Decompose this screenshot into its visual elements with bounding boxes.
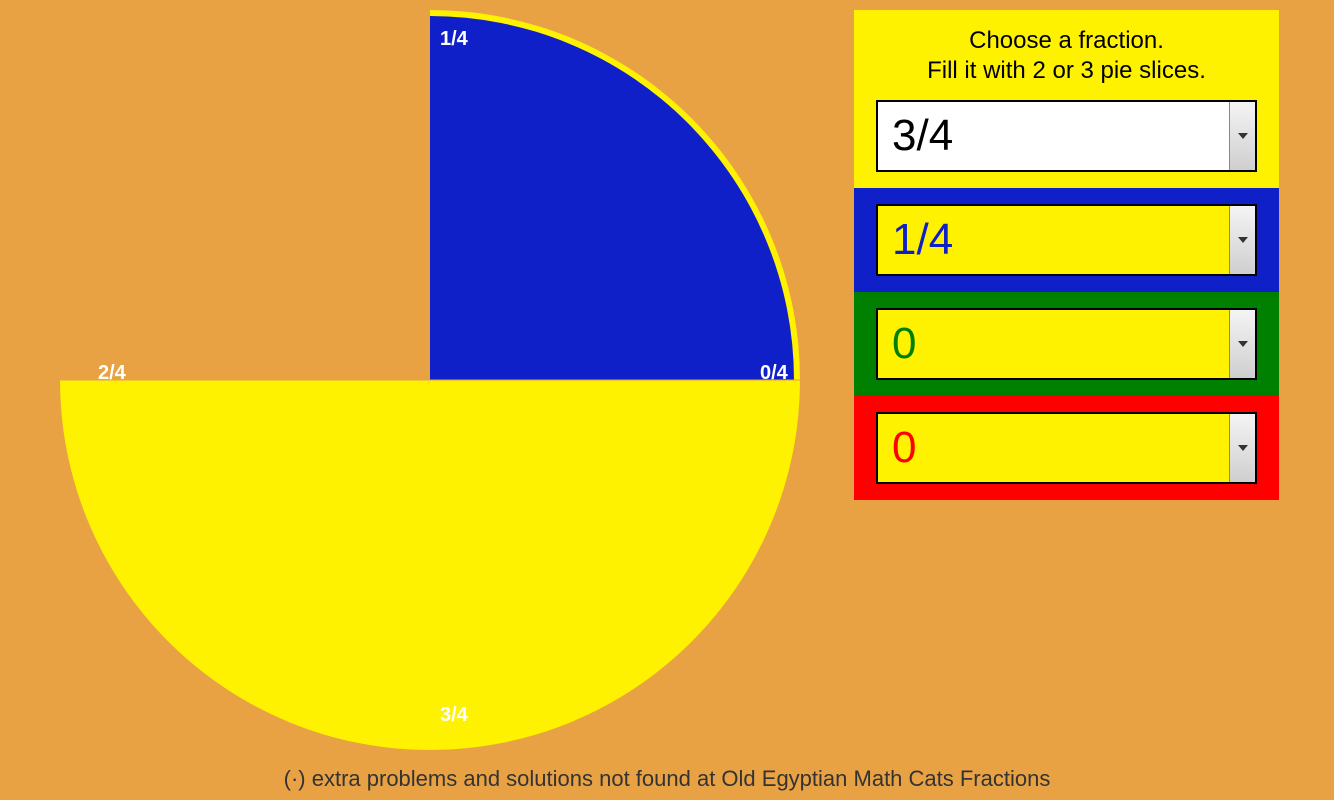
slice-3-select[interactable]: 0 (876, 412, 1257, 484)
slice-1-value: 1/4 (878, 206, 1229, 274)
slice-2-value: 0 (878, 310, 1229, 378)
pie-tick-label: 2/4 (98, 362, 126, 385)
panel-slice-1: 1/4 (854, 188, 1279, 292)
controls-sidebar: Choose a fraction. Fill it with 2 or 3 p… (854, 10, 1279, 500)
panel-slice-2: 0 (854, 292, 1279, 396)
instructions: Choose a fraction. Fill it with 2 or 3 p… (876, 26, 1257, 100)
panel-target: Choose a fraction. Fill it with 2 or 3 p… (854, 10, 1279, 188)
pie-tick-label: 1/4 (440, 28, 468, 51)
pie-chart: 0/4 1/4 2/4 3/4 (60, 10, 800, 750)
target-fraction-select[interactable]: 3/4 (876, 100, 1257, 172)
chevron-down-icon[interactable] (1229, 206, 1255, 274)
instructions-line-1: Choose a fraction. (876, 26, 1257, 56)
target-fraction-value: 3/4 (878, 102, 1229, 170)
chevron-down-icon[interactable] (1229, 310, 1255, 378)
slice-3-value: 0 (878, 414, 1229, 482)
chevron-down-icon[interactable] (1229, 102, 1255, 170)
chevron-down-icon[interactable] (1229, 414, 1255, 482)
panel-slice-3: 0 (854, 396, 1279, 500)
pie-tick-label: 0/4 (760, 362, 788, 385)
slice-2-select[interactable]: 0 (876, 308, 1257, 380)
pie-tick-label: 3/4 (440, 704, 468, 727)
footer-note: (·) extra problems and solutions not fou… (0, 766, 1334, 792)
instructions-line-2: Fill it with 2 or 3 pie slices. (876, 56, 1257, 86)
slice-1-select[interactable]: 1/4 (876, 204, 1257, 276)
